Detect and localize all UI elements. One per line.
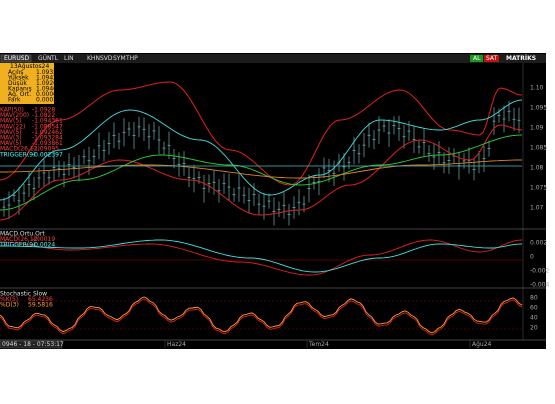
indicator-line [0, 124, 523, 221]
legend-value: -1.0928 [32, 107, 55, 114]
axis-label: 1.075 [530, 185, 547, 192]
toolbar-button[interactable]: THP [125, 55, 138, 62]
legend-value: -1.0822 [32, 112, 55, 119]
legend-name: MAV(3) [0, 135, 22, 142]
indicator-line [0, 296, 523, 334]
toolbar-button[interactable]: LIN [64, 55, 74, 62]
ui-text: EURUSD GÜN TL LIN KHN SVD SYM THP AL SAT MATRİKS 13… [0, 54, 550, 349]
info-box [0, 63, 54, 104]
buy-label[interactable]: AL [473, 55, 481, 62]
legend-value: -1.093284 [32, 135, 63, 142]
axis-label: 1.08 [530, 165, 544, 172]
info-value: 1.0942 [36, 75, 57, 82]
legend-value: -0.0019 [32, 236, 55, 243]
axis-label: 80 [530, 295, 538, 302]
sell-label[interactable]: SAT [486, 55, 498, 62]
legend-value: -0.0024 [32, 242, 55, 249]
indicator-line [0, 239, 523, 276]
axis-label: 1.09 [530, 125, 544, 132]
panel-title: MACD.Ortu.Ort [0, 231, 45, 238]
legend-value: -1.093861 [32, 140, 63, 147]
legend-name: MACD(26,12) [0, 236, 40, 243]
toolbar-button[interactable]: SVD [100, 55, 113, 62]
buy-button[interactable] [470, 55, 483, 62]
legend-value: 59.5816 [28, 302, 53, 309]
legend-value: -0.002397 [32, 151, 63, 158]
legend-value: 65.4236 [28, 296, 53, 303]
toolbar [0, 54, 546, 63]
legend-name: MAV(200) [0, 112, 29, 119]
date-label: Haz24 [167, 341, 186, 348]
axis-label: 40 [530, 315, 538, 322]
indicator-line [0, 159, 522, 179]
brand: MATRİKS [506, 55, 536, 62]
legend-name: %K(5) [0, 296, 18, 303]
indicator-line [0, 81, 523, 186]
legend-value: -1.09095 [32, 146, 59, 153]
info-label: Fark [8, 97, 21, 104]
indicator-line [0, 134, 523, 211]
info-value: 1.0926 [36, 80, 57, 87]
legend-value: -1.088547 [32, 123, 63, 130]
legend-name: MAV(5) [0, 129, 22, 136]
info-label: Kapanış [8, 86, 32, 93]
date-label: Ağu24 [472, 341, 492, 348]
axis-label: 1.10 [530, 85, 544, 92]
legend-name: KAP(50) [0, 107, 24, 114]
axis-label: 1.07 [530, 205, 544, 212]
legend-name: TRIGGER(9) [0, 242, 35, 249]
legend-name: TRIGGER(9) [0, 151, 35, 158]
indicator-line [0, 239, 523, 273]
toolbar-button[interactable]: SYM [113, 55, 126, 62]
axis-label: 20 [530, 325, 538, 332]
axis-label: 1.085 [530, 145, 547, 152]
legend-value: -1.094361 [32, 118, 63, 125]
info-label: Ağ. Ort. [8, 91, 31, 98]
info-value: 1.0932 [36, 69, 57, 76]
legend-name: MAV(22) [0, 123, 25, 130]
axis-label: 1.095 [530, 105, 547, 112]
info-label: Açılış [8, 69, 23, 76]
status-box [0, 340, 63, 349]
axis-label: -0.002 [530, 268, 550, 275]
toolbar-button[interactable]: KHN [87, 55, 100, 62]
toolbar-button[interactable]: TL [50, 55, 59, 62]
symbol-box [0, 54, 32, 63]
sell-button[interactable] [484, 55, 499, 62]
axis-label: 0.002 [530, 240, 547, 247]
legend-name: MAV(5) [0, 140, 22, 147]
axis-label: 60 [530, 305, 538, 312]
legend-value: -1.092462 [32, 129, 63, 136]
indicator-line [0, 99, 523, 201]
info-label: Düşük [8, 80, 27, 87]
indicator-line [0, 298, 523, 336]
panel-title: Stochastic Slow [0, 291, 47, 298]
info-value: 0.0007 [36, 97, 57, 104]
info-date: 13Ağustos24 [10, 63, 49, 70]
legend-name: %D(3) [0, 302, 19, 309]
status-time: 0946 - 18 - 07:53:17 [2, 341, 64, 348]
info-label: Yüksek [7, 75, 29, 82]
axis-label: -0.004 [530, 282, 550, 289]
chart-area [0, 53, 546, 349]
chart-curves [0, 81, 523, 336]
date-label: Tem24 [308, 341, 329, 348]
symbol[interactable]: EURUSD [4, 55, 30, 62]
info-value: 1.0940 [36, 86, 57, 93]
info-value: 0.0000 [36, 91, 57, 98]
toolbar-button[interactable]: GÜN [38, 55, 52, 62]
legend-name: MACD(26,12) [0, 146, 40, 153]
axis-label: 0 [530, 254, 534, 261]
legend-name: MAV(5) [0, 118, 22, 125]
